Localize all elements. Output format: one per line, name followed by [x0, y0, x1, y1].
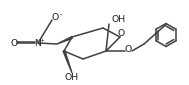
Text: O: O: [117, 29, 125, 39]
Text: O: O: [51, 12, 59, 22]
Polygon shape: [63, 51, 72, 73]
Text: -: -: [59, 11, 62, 18]
Text: OH: OH: [112, 15, 126, 24]
Text: O: O: [124, 45, 132, 54]
Polygon shape: [57, 36, 72, 44]
Text: N: N: [35, 39, 41, 48]
Text: OH: OH: [65, 73, 79, 82]
Text: +: +: [39, 37, 44, 42]
Text: O: O: [10, 39, 18, 48]
